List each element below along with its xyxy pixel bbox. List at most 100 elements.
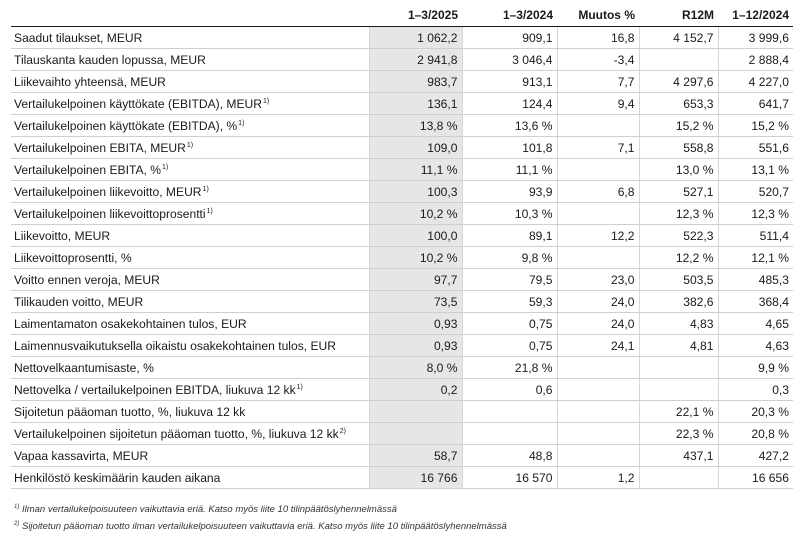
footnote-text: Ilman vertailukelpoisuuteen vaikuttavia …: [21, 504, 397, 515]
row-label-text: Henkilöstö keskimäärin kauden aikana: [14, 470, 221, 485]
cell-q1-2025: 11,1 %: [368, 158, 462, 181]
cell-q1-2025: 8,0 %: [368, 356, 462, 379]
row-label: Voitto ennen veroja, MEUR: [11, 268, 369, 291]
row-label: Vertailukelpoinen käyttökate (EBITDA), M…: [11, 92, 369, 115]
cell-fy-2024: 4,65: [717, 312, 793, 335]
cell-q1-2024: 10,3 %: [461, 202, 557, 225]
table-row: Sijoitetun pääoman tuotto, %, liukuva 12…: [11, 400, 793, 423]
table-row: Voitto ennen veroja, MEUR 97,7 79,5 23,0 503…: [11, 268, 793, 291]
table-row: Vertailukelpoinen käyttökate (EBITDA), %…: [11, 114, 793, 137]
cell-r12m: [638, 48, 718, 71]
cell-q1-2024: 0,75: [461, 334, 557, 357]
row-label: Tilauskanta kauden lopussa, MEUR: [11, 48, 369, 71]
row-label-text: Vertailukelpoinen EBITA, %: [14, 162, 161, 177]
cell-q1-2025: 100,0: [368, 224, 462, 247]
cell-change-percent: [556, 444, 639, 467]
cell-q1-2025: 0,2: [368, 378, 462, 401]
cell-q1-2025: 983,7: [368, 70, 462, 93]
cell-change-percent: 7,1: [556, 136, 639, 159]
table-row: Nettovelka / vertailukelpoinen EBITDA, l…: [11, 378, 793, 401]
cell-q1-2024: 124,4: [461, 92, 557, 115]
cell-q1-2024: 93,9: [461, 180, 557, 203]
cell-change-percent: 1,2: [556, 466, 639, 489]
footnote-ref: 1): [186, 141, 194, 149]
table-row: Vertailukelpoinen liikevoittoprosentti1)…: [11, 202, 793, 225]
cell-q1-2024: 48,8: [461, 444, 557, 467]
row-label-text: Sijoitetun pääoman tuotto, %, liukuva 12…: [14, 404, 246, 419]
cell-change-percent: 24,0: [556, 290, 639, 313]
table-row: Vertailukelpoinen sijoitetun pääoman tuo…: [11, 422, 793, 445]
cell-fy-2024: 4,63: [717, 334, 793, 357]
table-row: Tilauskanta kauden lopussa, MEUR 2 941,8 3…: [11, 48, 793, 71]
cell-r12m: 527,1: [638, 180, 718, 203]
cell-q1-2025: 58,7: [368, 444, 462, 467]
cell-change-percent: 9,4: [556, 92, 639, 115]
row-label: Vertailukelpoinen liikevoitto, MEUR1): [11, 180, 369, 203]
cell-q1-2025: 100,3: [368, 180, 462, 203]
cell-change-percent: [556, 246, 639, 269]
cell-r12m: 437,1: [638, 444, 718, 467]
table-row: Vertailukelpoinen käyttökate (EBITDA), M…: [11, 92, 793, 115]
cell-fy-2024: 3 999,6: [717, 26, 793, 49]
cell-r12m: 13,0 %: [638, 158, 718, 181]
table-body: Saadut tilaukset, MEUR 1 062,2 909,1 16,8 4 …: [11, 26, 793, 489]
cell-q1-2024: [461, 400, 557, 423]
table-row: Henkilöstö keskimäärin kauden aikana 16 7…: [11, 466, 793, 489]
row-label: Vertailukelpoinen EBITA, %1): [11, 158, 369, 181]
cell-q1-2024: 16 570: [461, 466, 557, 489]
cell-q1-2024: 9,8 %: [461, 246, 557, 269]
row-label: Vertailukelpoinen liikevoittoprosentti1): [11, 202, 369, 225]
cell-change-percent: [556, 378, 639, 401]
footnote-ref: 1): [206, 207, 213, 215]
footnote-ref: 1): [162, 163, 169, 171]
table-row: Laimennusvaikutuksella oikaistu osakekoh…: [11, 334, 793, 357]
footnote-mark: 1): [14, 504, 20, 510]
table-row: Vertailukelpoinen EBITA, MEUR1) 109,0 101,…: [11, 136, 793, 159]
row-label: Tilikauden voitto, MEUR: [11, 290, 369, 313]
cell-r12m: 22,3 %: [638, 422, 718, 445]
cell-fy-2024: 520,7: [717, 180, 793, 203]
cell-fy-2024: 15,2 %: [717, 114, 793, 137]
cell-fy-2024: 13,1 %: [717, 158, 793, 181]
cell-fy-2024: 511,4: [717, 224, 793, 247]
cell-fy-2024: 427,2: [717, 444, 793, 467]
cell-change-percent: -3,4: [556, 48, 639, 71]
row-label-text: Liikevaihto yhteensä, MEUR: [14, 74, 166, 89]
cell-q1-2024: 101,8: [461, 136, 557, 159]
footnotes: 1) Ilman vertailukelpoisuuteen vaikuttav…: [14, 500, 507, 534]
row-label-text: Saadut tilaukset, MEUR: [14, 30, 143, 45]
table-row: Liikevoittoprosentti, % 10,2 % 9,8 % 12,2 %…: [11, 246, 793, 269]
cell-q1-2024: 13,6 %: [461, 114, 557, 137]
cell-q1-2025: 109,0: [368, 136, 462, 159]
cell-fy-2024: 4 227,0: [717, 70, 793, 93]
cell-change-percent: 7,7: [556, 70, 639, 93]
cell-q1-2024: [461, 422, 557, 445]
cell-q1-2025: 13,8 %: [368, 114, 462, 137]
cell-q1-2025: 1 062,2: [368, 26, 462, 49]
cell-fy-2024: 2 888,4: [717, 48, 793, 71]
footnote-text: Sijoitetun pääoman tuotto ilman vertailu…: [21, 521, 507, 532]
cell-q1-2025: 136,1: [368, 92, 462, 115]
header-fy-2024: 1–12/2024: [718, 4, 793, 27]
cell-change-percent: [556, 158, 639, 181]
cell-r12m: 4 152,7: [638, 26, 718, 49]
cell-q1-2024: 0,6: [461, 378, 557, 401]
row-label: Vertailukelpoinen EBITA, MEUR1): [11, 136, 369, 159]
cell-fy-2024: 0,3: [717, 378, 793, 401]
table-row: Nettovelkaantumisaste, % 8,0 % 21,8 % 9,9 %: [11, 356, 793, 379]
cell-fy-2024: 9,9 %: [717, 356, 793, 379]
cell-fy-2024: 20,3 %: [717, 400, 793, 423]
table-row: Vapaa kassavirta, MEUR 58,7 48,8 437,1 427,2: [11, 444, 793, 467]
cell-q1-2025: 0,93: [368, 334, 462, 357]
cell-change-percent: [556, 202, 639, 225]
footnote-ref: 1): [238, 119, 245, 127]
footnote-ref: 1): [296, 383, 303, 391]
row-label: Liikevoittoprosentti, %: [11, 246, 369, 269]
header-r12m: R12M: [639, 4, 718, 27]
cell-r12m: [638, 378, 718, 401]
cell-q1-2025: 73,5: [368, 290, 462, 313]
footnote-mark: 2): [14, 521, 20, 527]
footnote-ref: 1): [263, 97, 270, 105]
cell-r12m: 382,6: [638, 290, 718, 313]
